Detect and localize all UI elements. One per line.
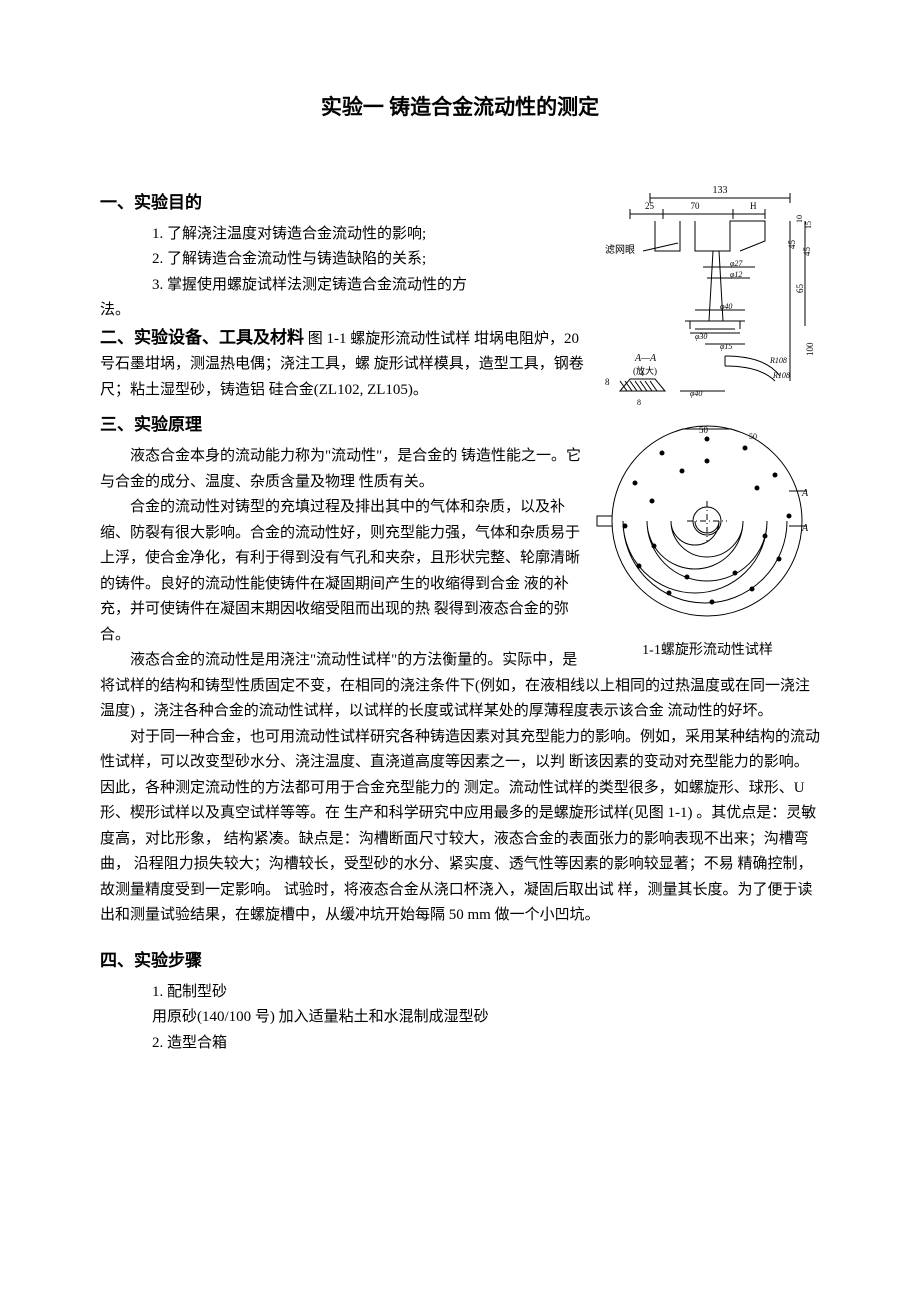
dim-70: 70: [691, 201, 701, 211]
spiral-sample-diagram: 133 25 70 H: [595, 181, 820, 626]
dim-s50: 50: [699, 425, 709, 435]
dim-r108a: R108: [769, 356, 787, 365]
label-A2: A: [801, 523, 809, 534]
label-enlarge: (放大): [633, 365, 657, 376]
step-1-detail: 用原砂(140/100 号) 加入适量粘土和水混制成湿型砂: [100, 1005, 820, 1031]
figure-1-1: 133 25 70 H: [595, 181, 820, 663]
dim-h10: 10: [795, 215, 804, 223]
main-content: 133 25 70 H: [100, 181, 820, 929]
dim-133: 133: [713, 185, 728, 196]
dim-h100: 100: [805, 342, 815, 356]
dim-marks50: 50: [749, 432, 757, 441]
dim-c8: 8: [605, 377, 610, 387]
heading-equipment: 二、实验设备、工具及材料: [100, 328, 304, 347]
dim-h45: 45: [787, 239, 797, 249]
dim-r108b: R108: [772, 371, 790, 380]
step-1: 1. 配制型砂: [100, 980, 820, 1006]
step-2: 2. 造型合箱: [100, 1031, 820, 1057]
dim-25: 25: [645, 201, 655, 211]
dim-d40b: φ40: [690, 389, 702, 398]
figure-caption: 1-1螺旋形流动性试样: [595, 639, 820, 663]
label-filter: 滤网眼: [605, 243, 635, 256]
dim-d15: φ15: [720, 342, 732, 351]
dim-c4: 4: [640, 369, 644, 378]
principle-p4: 对于同一种合金，也可用流动性试样研究各种铸造因素对其充型能力的影响。例如，采用某…: [100, 725, 820, 929]
heading-steps: 四、实验步骤: [100, 947, 820, 976]
dim-H: H: [750, 201, 757, 211]
dim-h45b: 45: [802, 246, 812, 256]
dim-c8b: 8: [637, 398, 641, 407]
label-A: A: [801, 488, 809, 499]
label-aa: A—A: [634, 353, 657, 364]
dim-h65: 65: [795, 283, 805, 293]
page-title: 实验一 铸造合金流动性的测定: [100, 90, 820, 126]
